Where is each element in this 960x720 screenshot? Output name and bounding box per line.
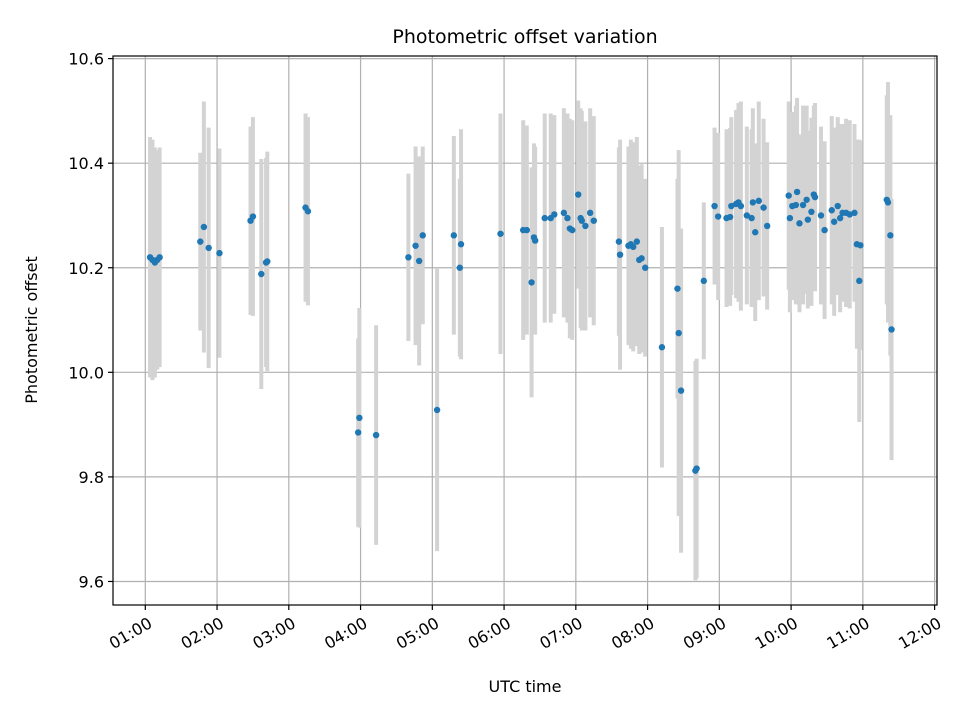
data-point xyxy=(796,220,803,227)
data-point xyxy=(551,211,558,218)
data-point xyxy=(433,406,441,414)
data-point xyxy=(264,258,271,265)
data-point xyxy=(412,242,419,249)
data-point xyxy=(792,201,800,209)
data-point xyxy=(714,213,722,220)
data-point xyxy=(615,238,623,245)
data-point xyxy=(677,387,685,394)
data-point xyxy=(569,226,576,234)
data-point xyxy=(786,214,794,222)
data-point xyxy=(737,202,745,210)
data-point xyxy=(372,431,380,439)
data-point xyxy=(821,226,828,234)
data-points xyxy=(146,188,895,474)
y-tick-label: 9.6 xyxy=(79,572,104,591)
data-point xyxy=(616,251,624,258)
data-point xyxy=(799,201,807,209)
data-point xyxy=(456,264,464,271)
y-axis-label: Photometric offset xyxy=(22,256,41,404)
data-point xyxy=(749,199,757,206)
data-point xyxy=(803,196,810,203)
data-point xyxy=(793,188,801,196)
data-point xyxy=(419,232,426,239)
y-tick-label: 9.8 xyxy=(79,468,104,487)
data-point xyxy=(258,270,265,278)
data-point xyxy=(888,326,895,333)
data-point xyxy=(752,229,759,236)
data-point xyxy=(700,277,707,285)
data-point xyxy=(541,214,548,222)
data-point xyxy=(638,255,645,262)
data-point xyxy=(415,257,423,265)
data-point xyxy=(693,465,700,472)
data-point xyxy=(630,243,637,251)
data-point xyxy=(586,209,594,217)
data-point xyxy=(641,264,649,271)
data-point xyxy=(785,192,792,199)
data-point xyxy=(354,429,362,436)
data-point xyxy=(811,193,819,201)
data-point xyxy=(205,244,212,252)
data-point xyxy=(856,277,863,285)
data-point xyxy=(884,199,892,206)
data-point xyxy=(200,223,208,231)
y-axis-ticks: 9.6 9.8 10.0 10.2 10.4 10.6 xyxy=(68,50,113,591)
y-tick-label: 10.2 xyxy=(68,259,104,278)
data-point xyxy=(216,249,223,257)
data-point xyxy=(578,217,586,224)
data-point xyxy=(711,202,718,210)
data-point xyxy=(582,222,589,230)
data-point xyxy=(156,254,163,261)
data-point xyxy=(675,329,682,337)
data-point xyxy=(560,209,568,217)
data-point xyxy=(728,202,735,210)
data-point xyxy=(743,212,751,219)
x-axis-label: UTC time xyxy=(489,677,562,696)
data-point xyxy=(755,197,763,205)
data-point xyxy=(857,242,864,249)
data-point xyxy=(405,254,412,261)
y-tick-label: 10.6 xyxy=(68,50,104,69)
data-point xyxy=(674,285,681,292)
data-point xyxy=(748,214,755,222)
data-point xyxy=(564,214,571,222)
data-point xyxy=(804,216,812,223)
data-point xyxy=(531,237,539,244)
data-point xyxy=(828,207,835,214)
data-point xyxy=(834,202,841,210)
data-point xyxy=(836,214,844,222)
chart-title: Photometric offset variation xyxy=(392,26,657,48)
data-point xyxy=(249,213,257,220)
data-point xyxy=(726,213,734,221)
plot-area-frame xyxy=(112,55,938,606)
data-point xyxy=(887,232,894,239)
data-point xyxy=(817,212,825,219)
data-point xyxy=(523,226,530,234)
data-point xyxy=(633,238,641,245)
data-point xyxy=(851,209,858,217)
data-point xyxy=(450,232,458,239)
data-point xyxy=(760,204,767,211)
data-point xyxy=(356,414,363,422)
y-tick-label: 10.4 xyxy=(68,154,104,173)
data-point xyxy=(763,222,771,230)
data-point xyxy=(497,230,504,237)
data-point xyxy=(808,208,815,216)
data-point xyxy=(575,191,582,198)
y-tick-label: 10.0 xyxy=(68,363,104,382)
data-point xyxy=(590,217,597,224)
data-point xyxy=(830,218,838,225)
data-point xyxy=(457,241,465,248)
data-point xyxy=(528,279,535,286)
data-point xyxy=(304,208,312,215)
data-point xyxy=(197,238,204,245)
data-point xyxy=(658,344,666,351)
